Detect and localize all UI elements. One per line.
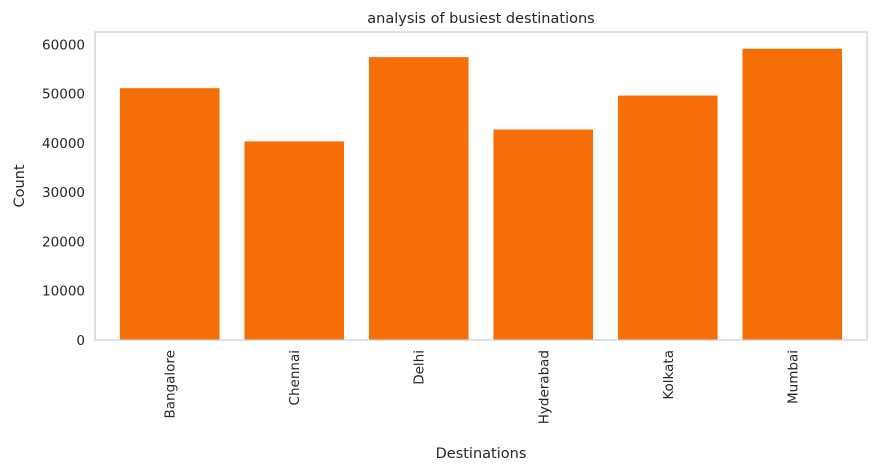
y-tick-label: 60000 [42, 37, 85, 53]
x-tick-labels: Bangalore Chennai Delhi Hyderabad Kolkata Mum… [163, 350, 802, 424]
plot-background [95, 32, 867, 340]
x-axis-label: Destinations [436, 446, 527, 462]
bar-mumbai [742, 48, 843, 340]
y-tick-label: 50000 [42, 87, 85, 103]
x-tick-label-bangalore: Bangalore [163, 350, 179, 419]
bar-bangalore [119, 88, 220, 341]
bar-hyderabad [493, 129, 594, 340]
y-tick-label: 10000 [42, 284, 85, 300]
y-tick-label: 0 [76, 333, 85, 349]
chart-title: analysis of busiest destinations [367, 11, 594, 27]
x-tick-label-delhi: Delhi [412, 350, 428, 385]
bars [119, 48, 843, 341]
y-tick-label: 20000 [42, 234, 85, 250]
x-tick-label-chennai: Chennai [287, 350, 303, 405]
axes-frame [94, 31, 868, 341]
bar-delhi [368, 57, 469, 340]
y-axis-label: Count [12, 164, 28, 207]
y-tick-label: 30000 [42, 185, 85, 201]
y-tick-label: 40000 [42, 136, 85, 152]
x-tick-label-mumbai: Mumbai [785, 350, 801, 404]
y-tick-labels: 0 10000 20000 30000 40000 50000 60000 [42, 37, 85, 349]
bar-chennai [244, 141, 345, 340]
bar-kolkata [617, 95, 718, 340]
x-tick-label-hyderabad: Hyderabad [536, 350, 552, 424]
x-tick-label-kolkata: Kolkata [661, 350, 677, 400]
